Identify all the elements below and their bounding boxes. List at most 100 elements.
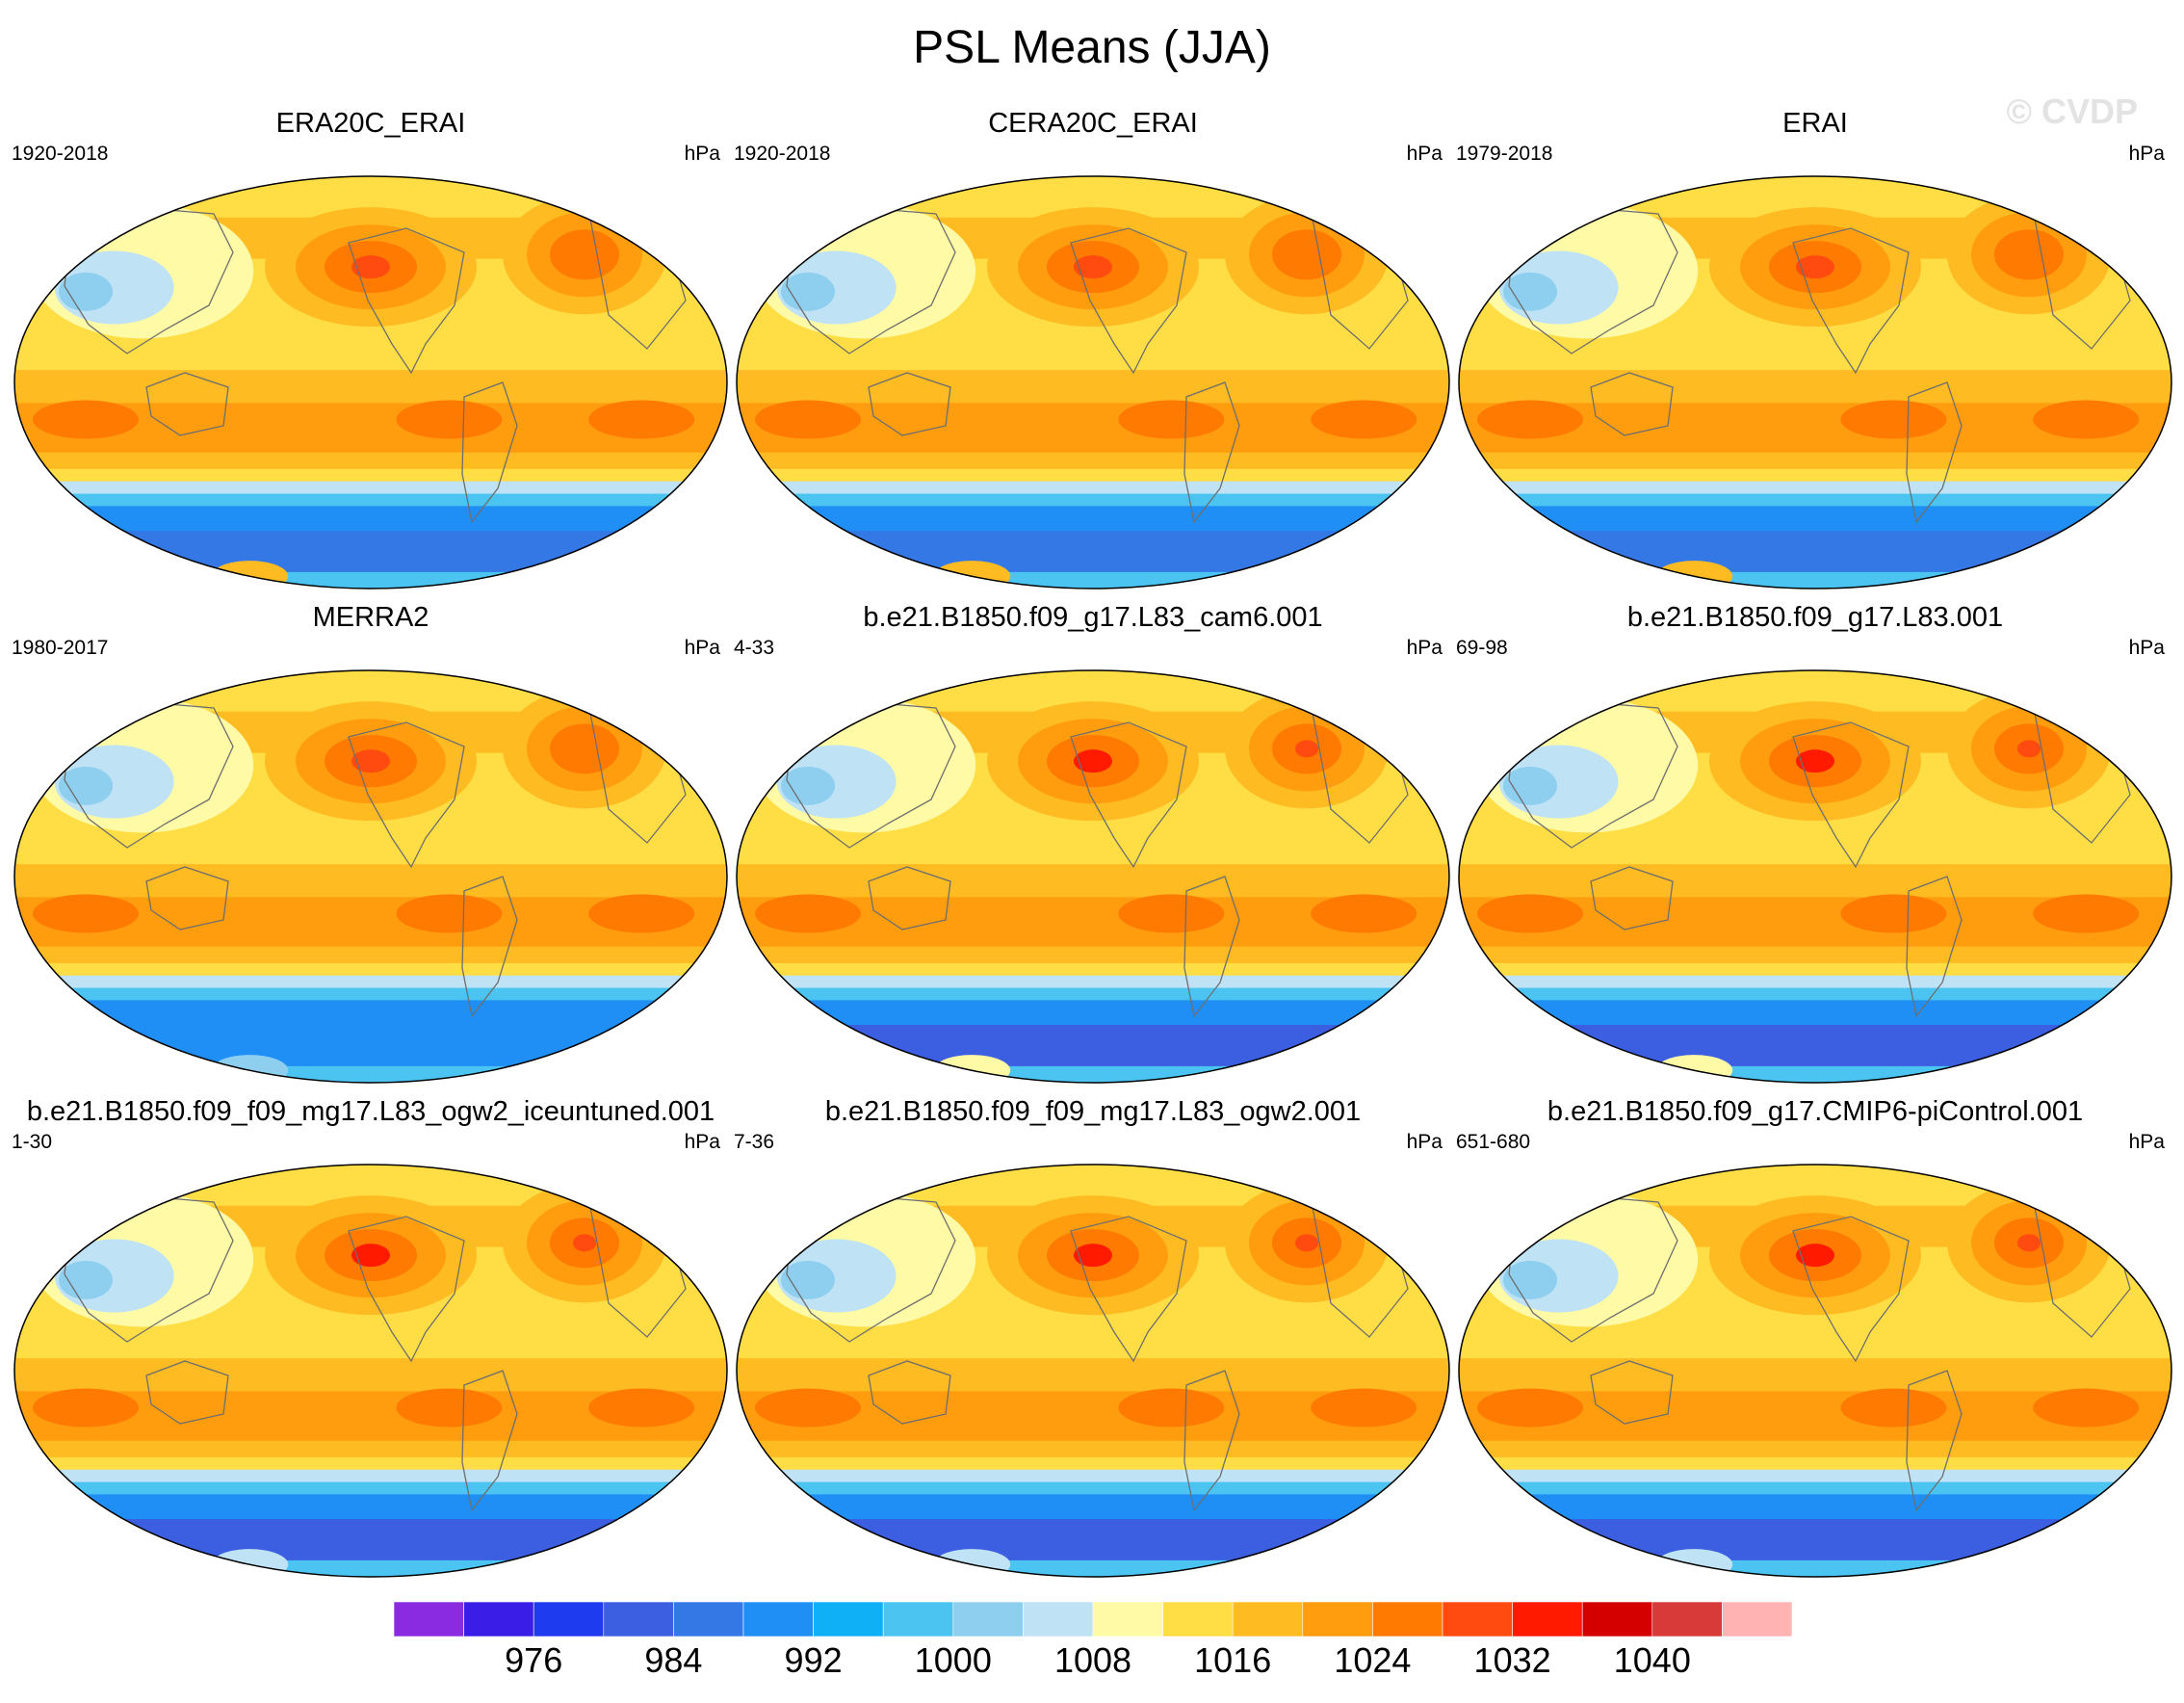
coastline bbox=[145, 866, 229, 930]
southern-subtropical-high bbox=[755, 894, 861, 933]
panel-period: 1920-2018 bbox=[12, 143, 109, 165]
panel-units: hPa bbox=[684, 637, 720, 659]
colorbar-box bbox=[1162, 1602, 1234, 1637]
psl-band bbox=[14, 1440, 727, 1458]
colorbar-box bbox=[1232, 1602, 1304, 1637]
coastline bbox=[1906, 876, 1963, 1018]
coastline bbox=[1792, 721, 1910, 869]
psl-band bbox=[14, 864, 727, 899]
southern-subtropical-high bbox=[33, 1388, 139, 1428]
psl-band bbox=[14, 493, 727, 508]
azores-high bbox=[1295, 740, 1318, 758]
southern-subtropical-high bbox=[755, 400, 861, 439]
map-panel: ERA20C_ERAI 1920-2018 hPa bbox=[12, 108, 730, 590]
psl-band bbox=[14, 468, 727, 483]
psl-band bbox=[14, 1358, 727, 1393]
colorbar-tick-label: 1024 bbox=[1334, 1640, 1412, 1680]
coastline bbox=[868, 372, 951, 436]
map-panel: b.e21.B1850.f09_g17.L83_cam6.001 4-33 hPa bbox=[734, 602, 1452, 1084]
psl-band bbox=[737, 481, 1449, 495]
psl-band bbox=[737, 531, 1449, 573]
psl-band bbox=[14, 1559, 727, 1577]
coastline bbox=[348, 227, 465, 375]
asian-low-center bbox=[59, 272, 113, 311]
panel-units: hPa bbox=[2128, 143, 2165, 165]
asian-low-center bbox=[1503, 766, 1557, 805]
coastline bbox=[1792, 1216, 1910, 1363]
colorbar-box bbox=[1651, 1602, 1723, 1637]
colorbar-tick-label: 1016 bbox=[1194, 1640, 1272, 1680]
southern-subtropical-high bbox=[2033, 400, 2140, 439]
psl-band bbox=[737, 1025, 1449, 1067]
north-pacific-high bbox=[1074, 749, 1112, 773]
southern-subtropical-high bbox=[1311, 1388, 1417, 1428]
colorbar-box bbox=[1372, 1602, 1443, 1637]
southern-subtropical-high bbox=[396, 1388, 503, 1428]
psl-band bbox=[1459, 506, 2171, 533]
asian-low-center bbox=[59, 766, 113, 805]
psl-band bbox=[14, 1494, 727, 1521]
southern-subtropical-high bbox=[2033, 894, 2140, 933]
colorbar-box bbox=[1442, 1602, 1513, 1637]
panel-title: b.e21.B1850.f09_g17.L83_cam6.001 bbox=[863, 602, 1323, 633]
panel-period: 1979-2018 bbox=[1456, 143, 1553, 165]
southern-subtropical-high bbox=[1311, 894, 1417, 933]
map-svg bbox=[1458, 175, 2172, 590]
panel-period: 4-33 bbox=[734, 637, 775, 659]
map-border bbox=[736, 669, 1450, 1084]
panel-title: ERAI bbox=[1782, 108, 1848, 139]
coastline bbox=[461, 1370, 518, 1512]
map-svg bbox=[1458, 669, 2172, 1084]
psl-band bbox=[14, 1065, 727, 1083]
coastline bbox=[1070, 721, 1187, 869]
psl-band bbox=[1459, 987, 2171, 1002]
psl-band bbox=[737, 1065, 1449, 1083]
north-pacific-high bbox=[1074, 1244, 1112, 1268]
north-pacific-high bbox=[1074, 255, 1112, 279]
psl-band bbox=[737, 370, 1449, 405]
coastline bbox=[1590, 372, 1674, 436]
colorbar-box bbox=[533, 1602, 605, 1637]
colorbar-box bbox=[1722, 1602, 1792, 1637]
map-border bbox=[1458, 175, 2172, 590]
map-svg bbox=[736, 1164, 1450, 1578]
coastline bbox=[868, 866, 951, 930]
coastline bbox=[461, 876, 518, 1018]
psl-band bbox=[1459, 1519, 2171, 1561]
psl-band bbox=[737, 493, 1449, 508]
chart-title: PSL Means (JJA) bbox=[913, 22, 1271, 73]
psl-band bbox=[737, 452, 1449, 470]
colorbar-tick-label: 976 bbox=[505, 1640, 563, 1680]
panel-units: hPa bbox=[2128, 637, 2165, 659]
southern-subtropical-high bbox=[588, 1388, 695, 1428]
panel-units: hPa bbox=[1406, 637, 1443, 659]
psl-band bbox=[14, 481, 727, 495]
psl-band bbox=[14, 1456, 727, 1471]
southern-subtropical-high bbox=[1311, 400, 1417, 439]
psl-band bbox=[1459, 1358, 2171, 1393]
colorbar-box bbox=[1581, 1602, 1653, 1637]
panel-title: b.e21.B1850.f09_g17.CMIP6-piControl.001 bbox=[1547, 1096, 2084, 1127]
panel-title: MERRA2 bbox=[312, 602, 429, 633]
panel-units: hPa bbox=[684, 1131, 720, 1153]
map-border bbox=[13, 669, 728, 1084]
psl-band bbox=[1459, 531, 2171, 573]
psl-band bbox=[14, 1000, 727, 1027]
panel-period: 1980-2017 bbox=[12, 637, 109, 659]
psl-band bbox=[737, 1440, 1449, 1458]
southern-subtropical-high bbox=[1118, 400, 1225, 439]
map-panel: b.e21.B1850.f09_g17.L83.001 69-98 hPa bbox=[1456, 602, 2174, 1084]
psl-band bbox=[14, 370, 727, 405]
asian-low-center bbox=[1503, 1260, 1557, 1299]
colorbar-box bbox=[882, 1602, 954, 1637]
asian-low-center bbox=[781, 272, 835, 311]
psl-band bbox=[737, 1358, 1449, 1393]
psl-band bbox=[737, 1481, 1449, 1496]
psl-band bbox=[1459, 1481, 2171, 1496]
southern-subtropical-high bbox=[396, 894, 503, 933]
map-svg bbox=[13, 175, 728, 590]
map-panel: CERA20C_ERAI 1920-2018 hPa bbox=[734, 108, 1452, 590]
map-panel: MERRA2 1980-2017 hPa bbox=[12, 602, 730, 1084]
southern-subtropical-high bbox=[1477, 400, 1583, 439]
psl-band bbox=[737, 468, 1449, 483]
